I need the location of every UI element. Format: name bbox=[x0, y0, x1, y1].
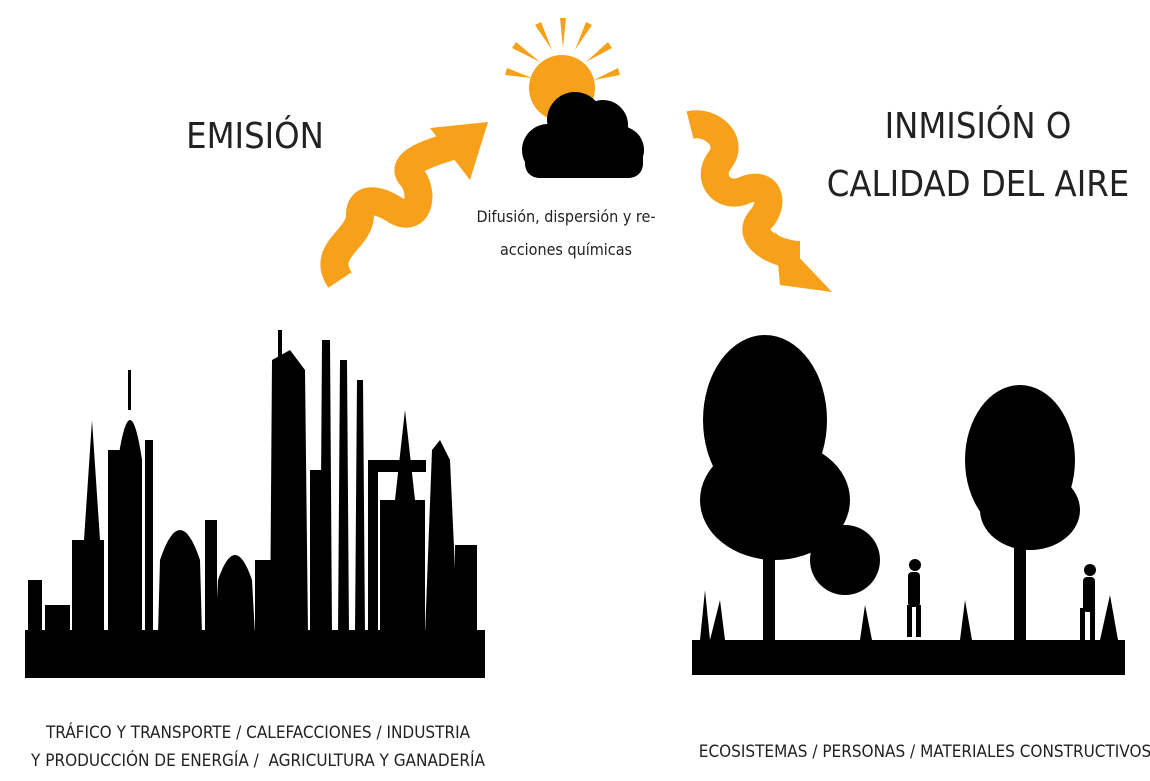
arrow-down bbox=[690, 124, 832, 292]
emission-caption: Y PRODUCCIÓN DE ENERGÍA / AGRICULTURA Y … bbox=[30, 749, 485, 771]
process-caption: Difusión, dispersión y re- bbox=[476, 207, 655, 226]
emission-title: EMISIÓN bbox=[186, 115, 324, 157]
arrow-up bbox=[334, 122, 488, 280]
city-silhouette bbox=[25, 330, 485, 678]
diagram: EMISIÓN INMISIÓN O CALIDAD DEL AIRE Difu… bbox=[0, 0, 1150, 781]
immission-caption: ECOSISTEMAS / PERSONAS / MATERIALES CONS… bbox=[699, 742, 1150, 762]
immission-title: CALIDAD DEL AIRE bbox=[827, 164, 1129, 205]
emission-caption: TRÁFICO Y TRANSPORTE / CALEFACCIONES / I… bbox=[45, 721, 471, 743]
park-silhouette bbox=[692, 335, 1125, 675]
process-caption: acciones químicas bbox=[500, 240, 632, 259]
immission-title: INMISIÓN O bbox=[885, 105, 1072, 147]
